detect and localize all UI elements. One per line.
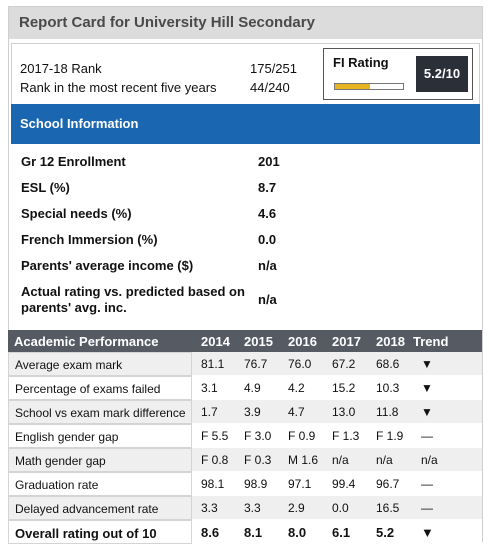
table-cell: 13.0 — [332, 405, 356, 419]
table-cell: 68.6 — [376, 357, 400, 371]
table-cell: 76.0 — [288, 357, 312, 371]
column-header: 2015 — [244, 334, 273, 349]
trend-indicator: ▼ — [421, 381, 433, 395]
section-title: School Information — [20, 116, 139, 131]
table-cell: 98.1 — [201, 477, 225, 491]
table-cell: 5.2 — [376, 525, 395, 540]
column-header: 2016 — [288, 334, 317, 349]
table-row: Average exam mark 81.1 76.7 76.0 67.2 68… — [8, 352, 482, 376]
report-title: Report Card for University Hill Secondar… — [19, 14, 315, 31]
info-value: 4.6 — [258, 206, 277, 221]
row-label: English gender gap — [8, 424, 192, 448]
table-cell: F 0.9 — [288, 429, 316, 443]
table-cell: 3.3 — [201, 501, 218, 515]
info-label: Gr 12 Enrollment — [21, 154, 126, 169]
table-cell: 96.7 — [376, 477, 400, 491]
table-cell: 0.0 — [332, 501, 349, 515]
table-cell: 3.3 — [244, 501, 261, 515]
rank-value: 44/240 — [250, 80, 290, 95]
table-cell: n/a — [332, 453, 349, 467]
table-cell: 1.7 — [201, 405, 218, 419]
table-row: Graduation rate 98.1 98.9 97.1 99.4 96.7… — [8, 472, 482, 496]
fi-rating-score: 5.2/10 — [416, 56, 468, 92]
report-title-bar: Report Card for University Hill Secondar… — [9, 7, 482, 39]
table-cell: M 1.6 — [288, 453, 319, 467]
info-value: 201 — [258, 154, 280, 169]
trend-indicator: ▼ — [421, 357, 433, 371]
trend-indicator: — — [421, 477, 433, 491]
column-header: 2017 — [332, 334, 361, 349]
table-cell: 16.5 — [376, 501, 400, 515]
column-header: 2014 — [201, 334, 230, 349]
info-value: n/a — [258, 292, 277, 307]
info-value: 8.7 — [258, 180, 277, 195]
table-cell: F 1.3 — [332, 429, 360, 443]
column-header: Trend — [413, 334, 449, 349]
table-cell: F 0.8 — [201, 453, 229, 467]
row-label: Delayed advancement rate — [8, 496, 192, 520]
table-cell: 81.1 — [201, 357, 225, 371]
table-row: Math gender gap F 0.8 F 0.3 M 1.6 n/a n/… — [8, 448, 482, 472]
info-label: Parents' average income ($) — [21, 258, 194, 273]
fi-rating-label: FI Rating — [333, 55, 389, 70]
table-cell: F 0.3 — [244, 453, 272, 467]
table-cell: 3.9 — [244, 405, 261, 419]
trend-indicator: ▼ — [421, 405, 433, 419]
row-label: Graduation rate — [8, 472, 192, 496]
row-label: School vs exam mark difference — [8, 400, 192, 424]
trend-indicator: — — [421, 429, 433, 443]
table-header-row: Academic Performance 2014 2015 2016 2017… — [8, 330, 482, 352]
table-cell: 11.8 — [376, 405, 399, 419]
table-cell: F 3.0 — [244, 429, 272, 443]
rank-label: 2017-18 Rank — [20, 61, 102, 76]
table-cell: 3.1 — [201, 381, 218, 395]
table-cell: 4.9 — [244, 381, 261, 395]
table-cell: 76.7 — [244, 357, 268, 371]
trend-indicator: ▼ — [421, 525, 434, 540]
row-label: Percentage of exams failed — [8, 376, 192, 400]
table-cell: 97.1 — [288, 477, 312, 491]
row-label: Math gender gap — [8, 448, 192, 472]
fi-rating-bar — [334, 83, 404, 90]
table-cell: 6.1 — [332, 525, 351, 540]
table-cell: 8.6 — [201, 525, 220, 540]
school-information-header: School Information — [11, 104, 480, 144]
table-row: Delayed advancement rate 3.3 3.3 2.9 0.0… — [8, 496, 482, 520]
table-row-total: Overall rating out of 10 8.6 8.1 8.0 6.1… — [8, 520, 482, 544]
row-label: Average exam mark — [8, 352, 192, 376]
table-cell: 10.3 — [376, 381, 400, 395]
table-cell: 4.7 — [288, 405, 305, 419]
table-row: English gender gap F 5.5 F 3.0 F 0.9 F 1… — [8, 424, 482, 448]
table-cell: F 5.5 — [201, 429, 229, 443]
info-value: 0.0 — [258, 232, 277, 247]
rank-label: Rank in the most recent five years — [20, 80, 217, 95]
info-label: French Immersion (%) — [21, 232, 158, 247]
info-label: Actual rating vs. predicted based on par… — [21, 284, 245, 315]
table-cell: n/a — [376, 453, 393, 467]
table-cell: 98.9 — [244, 477, 268, 491]
trend-indicator: n/a — [421, 453, 438, 467]
table-cell: F 1.9 — [376, 429, 404, 443]
table-row: School vs exam mark difference 1.7 3.9 4… — [8, 400, 482, 424]
trend-indicator: — — [421, 501, 433, 515]
rank-value: 175/251 — [250, 61, 297, 76]
table-cell: 15.2 — [332, 381, 356, 395]
fi-rating-bar-fill — [335, 84, 371, 89]
table-cell: 4.2 — [288, 381, 305, 395]
table-row: Percentage of exams failed 3.1 4.9 4.2 1… — [8, 376, 482, 400]
table-cell: 8.0 — [288, 525, 307, 540]
column-header: Academic Performance — [14, 334, 159, 349]
fi-rating-box: FI Rating 5.2/10 — [323, 48, 473, 100]
table-cell: 67.2 — [332, 357, 356, 371]
rank-panel: 2017-18 Rank 175/251 Rank in the most re… — [11, 43, 480, 106]
table-cell: 2.9 — [288, 501, 305, 515]
info-label: ESL (%) — [21, 180, 70, 195]
table-cell: 8.1 — [244, 525, 263, 540]
info-value: n/a — [258, 258, 277, 273]
table-cell: 99.4 — [332, 477, 356, 491]
info-label: Special needs (%) — [21, 206, 132, 221]
column-header: 2018 — [376, 334, 405, 349]
row-label: Overall rating out of 10 — [8, 520, 192, 544]
